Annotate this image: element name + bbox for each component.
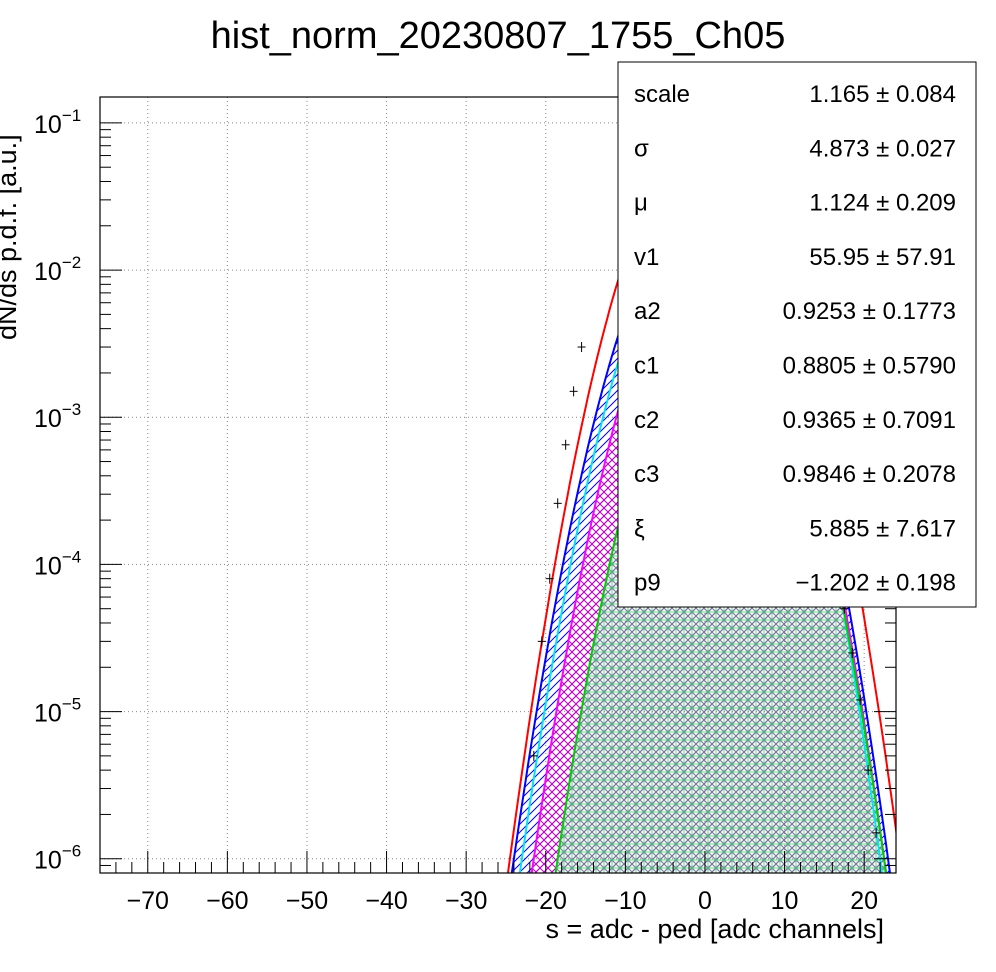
x-tick-label: −60 — [206, 887, 248, 915]
stat-value: 5.885 ± 7.617 — [809, 515, 956, 542]
stat-value: 1.165 ± 0.084 — [809, 81, 956, 108]
y-tick-label: 10−4 — [34, 547, 81, 580]
y-tick-label: 10−6 — [34, 842, 81, 875]
stat-value: 0.9365 ± 0.7091 — [783, 407, 956, 434]
stat-value: −1.202 ± 0.198 — [795, 570, 956, 597]
data-point — [529, 750, 538, 761]
x-tick-label: −30 — [445, 887, 487, 915]
data-point — [561, 439, 570, 450]
chart-title: hist_norm_20230807_1755_Ch05 — [211, 15, 786, 57]
stats-box-frame — [617, 61, 977, 608]
stat-value: 0.9253 ± 0.1773 — [783, 298, 956, 325]
x-axis-label: s = adc - ped [adc channels] — [546, 914, 884, 944]
x-tick-label: −40 — [365, 887, 407, 915]
data-point — [856, 694, 865, 705]
x-tick-label: −70 — [127, 887, 169, 915]
x-tick-label: −50 — [286, 887, 328, 915]
stat-name: c1 — [634, 353, 659, 380]
x-tick-label: −10 — [604, 887, 646, 915]
data-point — [864, 765, 873, 776]
stat-name: v1 — [634, 244, 659, 271]
stats-box: scale 1.165 ± 0.084 σ 4.873 ± 0.027 μ 1.124 ±… — [617, 61, 977, 608]
y-tick-label: 10−1 — [34, 106, 81, 139]
stat-value: 0.9846 ± 0.2078 — [783, 461, 956, 488]
y-axis-label: dN/ds p.d.f. [a.u.] — [0, 134, 22, 340]
stat-name: p9 — [634, 570, 661, 597]
y-tick-labels: 10−6 10−5 10−4 10−3 10−2 10−1 — [34, 106, 81, 875]
data-point — [569, 386, 578, 397]
data-point — [545, 573, 554, 584]
stat-name: c3 — [634, 461, 659, 488]
stat-name: ξ — [634, 515, 645, 542]
x-tick-labels: −70 −60 −50 −40 −30 −20 −10 0 10 20 — [127, 887, 879, 915]
stat-name: σ — [634, 135, 649, 162]
stat-value: 4.873 ± 0.027 — [809, 135, 956, 162]
y-tick-label: 10−5 — [34, 695, 81, 728]
x-tick-label: 10 — [771, 887, 799, 915]
data-point — [537, 636, 546, 647]
stat-name: μ — [634, 190, 648, 217]
stat-value: 0.8805 ± 0.5790 — [783, 353, 956, 380]
x-tick-label: 20 — [850, 887, 878, 915]
stat-name: scale — [634, 81, 690, 108]
data-point — [848, 648, 857, 659]
data-point — [872, 827, 881, 838]
stat-name: a2 — [634, 298, 661, 325]
y-tick-label: 10−3 — [34, 400, 81, 433]
stat-name: c2 — [634, 407, 659, 434]
stat-value: 1.124 ± 0.209 — [809, 190, 956, 217]
x-tick-label: −20 — [525, 887, 567, 915]
y-tick-label: 10−2 — [34, 253, 81, 286]
data-point — [553, 498, 562, 509]
x-tick-label: 0 — [698, 887, 712, 915]
data-point — [577, 342, 586, 353]
stat-value: 55.95 ± 57.91 — [809, 244, 956, 271]
